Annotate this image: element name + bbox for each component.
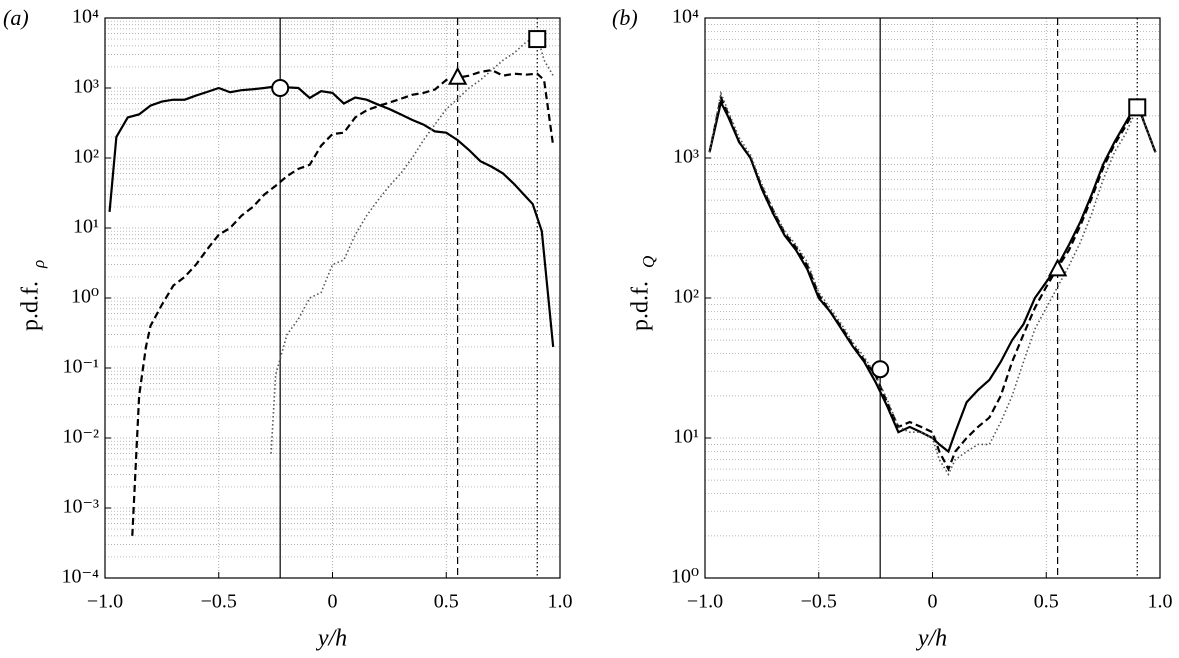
x-tick-label: −1.0: [87, 591, 123, 613]
marker-square: [1128, 98, 1147, 117]
data-line: [108, 85, 555, 348]
y-tick-label: 10²: [73, 146, 99, 168]
x-tick-label: −0.5: [201, 591, 237, 613]
y-tick-label: 10¹: [73, 216, 99, 238]
x-tick-label: −1.0: [687, 591, 723, 613]
x-tick-label: 0.5: [1034, 591, 1059, 613]
panel-label: (b): [612, 5, 638, 30]
x-tick-label: 1.0: [548, 591, 573, 613]
y-axis-label-main: p.d.f.: [18, 281, 44, 331]
panel-label: (a): [3, 5, 29, 30]
x-tick-label: 0: [928, 591, 938, 613]
x-tick-label: 0: [328, 591, 338, 613]
y-axis-label: p.d.f. Q: [628, 256, 658, 331]
marker-triangle: [1047, 258, 1068, 277]
x-axis-label: y/h: [316, 626, 347, 652]
y-tick-label: 10⁴: [72, 6, 99, 28]
y-axis-label-subscript: ρ: [29, 260, 48, 269]
y-tick-label: 10³: [673, 146, 699, 168]
data-line: [708, 90, 1157, 477]
y-tick-label: 10⁻²: [62, 426, 99, 448]
marker-square: [528, 30, 547, 49]
y-tick-label: 10¹: [673, 426, 699, 448]
y-axis-label-main: p.d.f.: [628, 281, 654, 331]
y-tick-label: 10⁴: [672, 6, 699, 28]
y-tick-label: 10⁻³: [62, 496, 99, 518]
y-tick-label: 10³: [73, 76, 99, 98]
plot-frame: [704, 17, 1161, 579]
x-tick-label: −0.5: [801, 591, 837, 613]
y-axis-label: p.d.f. ρ: [18, 260, 48, 331]
marker-triangle: [447, 66, 468, 85]
y-tick-label: 10⁰: [71, 286, 99, 308]
x-axis-label: y/h: [916, 626, 947, 652]
y-tick-label: 10⁻⁴: [61, 566, 99, 588]
x-tick-label: 1.0: [1148, 591, 1173, 613]
x-tick-label: 0.5: [434, 591, 459, 613]
y-tick-label: 10⁻¹: [62, 356, 99, 378]
marker-circle: [271, 79, 290, 97]
y-tick-label: 10⁰: [671, 566, 699, 588]
data-line: [131, 68, 555, 536]
data-line: [708, 94, 1157, 472]
y-tick-label: 10²: [673, 286, 699, 308]
y-axis-label-subscript: Q: [639, 256, 658, 268]
marker-circle: [871, 360, 890, 379]
data-line: [270, 34, 554, 454]
plot-frame: [104, 17, 561, 579]
